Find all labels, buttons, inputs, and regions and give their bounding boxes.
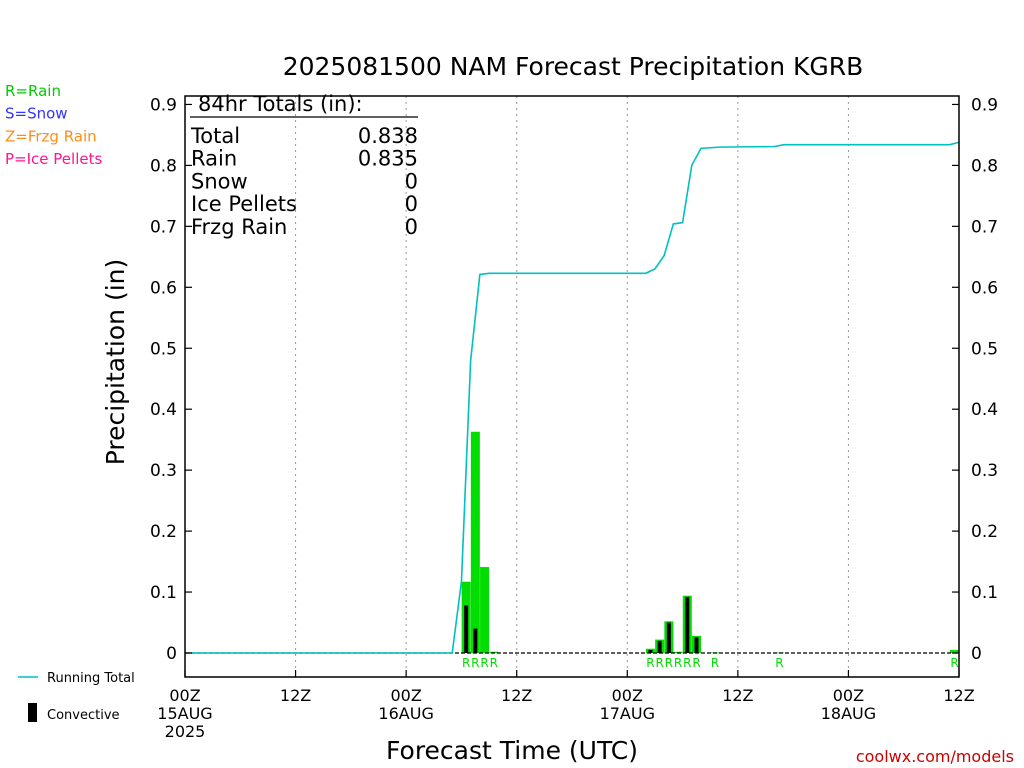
y-tick-label-right: 0.5 [971, 339, 998, 359]
convective-bar [464, 605, 469, 653]
totals-row-value: 0 [405, 215, 418, 239]
y-tick-label-left: 0.9 [150, 95, 177, 115]
totals-row-label: Frzg Rain [191, 215, 287, 239]
totals-row-label: Snow [191, 169, 248, 193]
y-axis-label: Precipitation (in) [101, 259, 130, 466]
x-tick-label: 2025 [165, 722, 206, 741]
precip-bar [950, 649, 959, 653]
x-tick-label: 12Z [943, 686, 974, 705]
x-axis-label: Forecast Time (UTC) [386, 736, 638, 765]
y-tick-label-right: 0.8 [971, 156, 998, 176]
x-tick-label: 15AUG [157, 704, 212, 723]
convective-legend-label: Convective [47, 708, 120, 723]
x-tick-label: 17AUG [600, 704, 655, 723]
watermark: coolwx.com/models [856, 747, 1014, 766]
precip-type-legend-item: P=Ice Pellets [5, 150, 102, 168]
y-tick-label-right: 0 [971, 644, 982, 664]
convective-bar [685, 596, 690, 653]
y-tick-label-right: 0.6 [971, 278, 998, 298]
bottom-legend: Running Total Convective [18, 671, 135, 723]
convective-bars [464, 596, 699, 653]
precip-type-legend-item: Z=Frzg Rain [5, 127, 97, 145]
precip-type-label: R [674, 656, 682, 670]
y-tick-label-right: 0.4 [971, 400, 998, 420]
totals-box: 84hr Totals (in): Total 0.838 Rain 0.835 Sno… [190, 92, 418, 239]
precip-type-label: R [711, 656, 719, 670]
totals-heading: 84hr Totals (in): [198, 92, 363, 116]
precip-bar [480, 567, 490, 653]
x-tick-label: 16AUG [378, 704, 433, 723]
precip-type-label: R [683, 656, 691, 670]
precip-bar [489, 651, 499, 653]
precip-bars [461, 431, 959, 654]
y-tick-label-left: 0.5 [150, 339, 177, 359]
precip-bar [470, 431, 480, 653]
y-tick-label-left: 0 [166, 644, 177, 664]
y-tick-label-left: 0.1 [150, 583, 177, 603]
precip-type-legend-item: R=Rain [5, 82, 61, 100]
plot-frame [184, 95, 960, 678]
x-tick-label: 12Z [501, 686, 532, 705]
precip-type-label: R [490, 656, 498, 670]
precip-type-legend-item: S=Snow [5, 105, 68, 123]
chart-title: 2025081500 NAM Forecast Precipitation KG… [283, 52, 864, 81]
y-tick-label-left: 0.6 [150, 278, 177, 298]
y-tick-label-right: 0.9 [971, 95, 998, 115]
y-tick-label-right: 0.7 [971, 217, 998, 237]
totals-row-label: Total [190, 124, 240, 148]
precip-type-label: R [950, 656, 958, 670]
y-axis-left-ticks: 0 0.1 0.2 0.3 0.4 0.5 0.6 0.7 0.8 0.9 [150, 95, 192, 664]
precip-type-legend: R=Rain S=Snow Z=Frzg Rain P=Ice Pellets [5, 82, 102, 168]
totals-row-value: 0.838 [358, 124, 418, 148]
x-tick-label: 12Z [722, 686, 753, 705]
running-total-legend-label: Running Total [47, 671, 135, 686]
y-tick-label-left: 0.8 [150, 156, 177, 176]
precip-type-label: R [655, 656, 663, 670]
totals-row-label: Ice Pellets [191, 192, 297, 216]
totals-row-label: Rain [191, 147, 237, 171]
y-tick-label-left: 0.2 [150, 522, 177, 542]
y-tick-label-left: 0.4 [150, 400, 177, 420]
precip-type-label: R [665, 656, 673, 670]
y-axis-right-ticks: 0 0.1 0.2 0.3 0.4 0.5 0.6 0.7 0.8 0.9 [952, 95, 998, 664]
x-tick-label: 00Z [169, 686, 200, 705]
x-tick-label: 00Z [833, 686, 864, 705]
convective-bar [694, 637, 699, 653]
x-tick-label: 00Z [390, 686, 421, 705]
convective-bar [666, 622, 671, 653]
totals-row-value: 0.835 [358, 147, 418, 171]
convective-bar [657, 640, 662, 653]
precip-type-label: R [480, 656, 488, 670]
precip-type-label: R [775, 656, 783, 670]
y-tick-label-left: 0.3 [150, 461, 177, 481]
y-tick-label-left: 0.7 [150, 217, 177, 237]
y-tick-label-right: 0.2 [971, 522, 998, 542]
convective-bar [473, 628, 478, 653]
totals-row-value: 0 [405, 192, 418, 216]
x-tick-label: 00Z [612, 686, 643, 705]
precip-bar [673, 651, 683, 653]
convective-legend-swatch [28, 703, 37, 722]
totals-row-value: 0 [405, 169, 418, 193]
running-total-line [185, 141, 960, 654]
convective-bar [648, 649, 653, 653]
y-tick-label-right: 0.1 [971, 583, 998, 603]
x-tick-label: 18AUG [821, 704, 876, 723]
precip-type-label: R [692, 656, 700, 670]
y-tick-label-right: 0.3 [971, 461, 998, 481]
precip-type-label: R [471, 656, 479, 670]
precip-type-label: R [646, 656, 654, 670]
grid-lines [295, 96, 849, 677]
precip-type-label: R [462, 656, 470, 670]
x-tick-label: 12Z [280, 686, 311, 705]
